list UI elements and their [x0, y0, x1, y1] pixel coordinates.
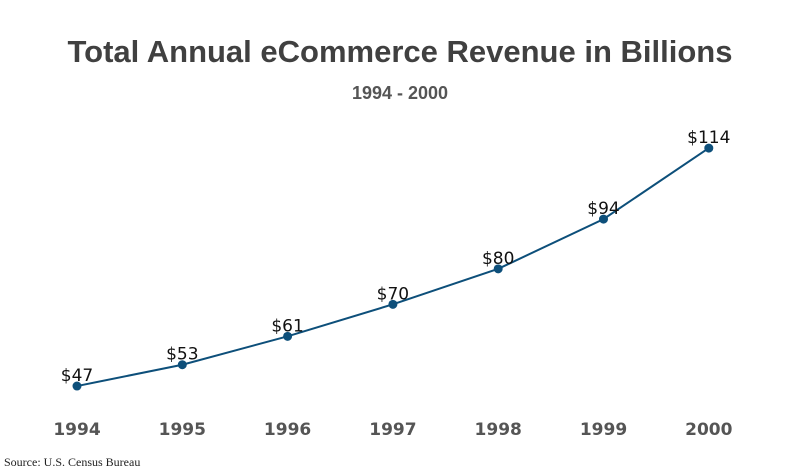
data-label: $80	[482, 249, 514, 269]
x-tick-label: 1997	[369, 420, 416, 440]
data-label: $94	[587, 199, 619, 219]
data-label: $53	[166, 345, 198, 365]
data-point	[493, 264, 503, 274]
chart-subtitle: 1994 - 2000	[351, 83, 449, 103]
chart-title: Total Annual eCommerce Revenue in Billio…	[67, 34, 733, 69]
source-note: Source: U.S. Census Bureau	[4, 455, 141, 469]
x-tick-label: 1995	[159, 420, 206, 440]
data-point	[704, 143, 714, 153]
data-point	[72, 381, 82, 391]
data-label: $70	[377, 284, 409, 304]
x-tick-label: 1999	[580, 420, 627, 440]
x-tick-label: 1996	[264, 420, 311, 440]
x-tick-label: 1994	[53, 420, 100, 440]
data-label: $114	[687, 128, 730, 148]
x-tick-label: 2000	[685, 420, 732, 440]
data-point	[177, 360, 187, 370]
x-tick-label: 1998	[475, 420, 522, 440]
data-point	[599, 214, 608, 224]
data-point	[388, 299, 398, 309]
data-label: $47	[61, 366, 93, 386]
data-label: $61	[271, 316, 303, 336]
data-point	[283, 331, 293, 341]
